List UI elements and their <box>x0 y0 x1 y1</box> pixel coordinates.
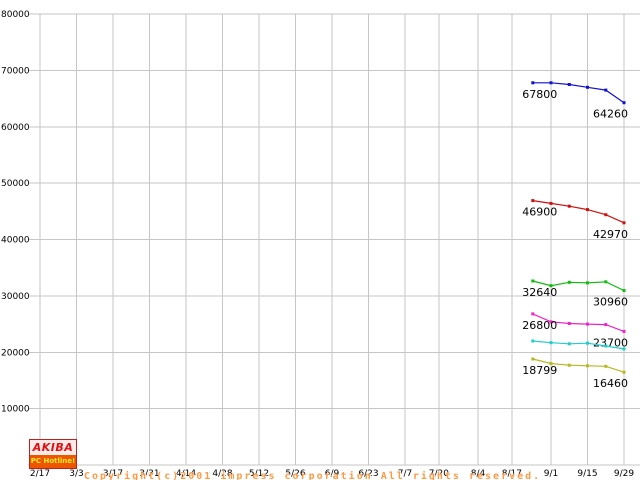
x-axis-tick-label: 4/14 <box>176 469 196 479</box>
price-line-cyan-point <box>586 341 589 345</box>
x-axis-tick-label: 9/15 <box>577 469 597 479</box>
price-line-magenta-point <box>549 320 553 324</box>
y-axis-tick-label: 50000 <box>1 179 30 189</box>
price-line-green-point <box>586 281 589 285</box>
footer: AKIBA PC Hotline! Copyright(c)2001 impre… <box>29 439 541 480</box>
price-line-olive-end-value-label: 16460 <box>593 377 628 390</box>
price-line-red <box>532 200 625 224</box>
price-line-magenta-point <box>586 322 589 326</box>
price-line-green <box>532 280 625 292</box>
x-axis-tick-label: 7/20 <box>429 469 449 479</box>
price-line-green-point <box>531 279 535 283</box>
price-line-magenta-end-value-label: 23700 <box>593 336 628 349</box>
price-line-red-point <box>586 208 589 212</box>
price-line-red-start-value-label: 46900 <box>522 206 557 219</box>
price-line-cyan-point <box>531 339 535 343</box>
price-line-blue-point <box>586 85 589 89</box>
y-axis-tick-label: 70000 <box>1 66 30 76</box>
price-line-blue-point <box>604 88 608 92</box>
credits: Copyright(c)2001 impress corporation All… <box>84 439 541 480</box>
price-line-red-point <box>567 204 571 208</box>
akiba-logo: AKIBA PC Hotline! <box>29 439 77 469</box>
price-line-cyan <box>532 340 625 350</box>
price-line-green-point <box>549 284 553 288</box>
y-axis-tick-label: 20000 <box>1 348 30 358</box>
x-axis-tick-label: 6/9 <box>325 469 340 479</box>
price-line-magenta <box>532 313 625 332</box>
price-line-cyan-point <box>604 344 608 348</box>
price-line-green-start-value-label: 32640 <box>522 286 557 299</box>
price-line-magenta-point <box>604 323 608 327</box>
price-line-olive-point <box>622 370 626 374</box>
x-axis-tick-label: 6/23 <box>358 469 378 479</box>
price-line-olive-point <box>549 362 553 365</box>
x-axis-tick-label: 4/28 <box>212 469 232 479</box>
price-line-red-point <box>549 201 553 205</box>
price-line-blue <box>532 82 625 104</box>
price-line-blue-point <box>549 81 553 85</box>
copyright-text: Copyright(c)2001 impress corporation All… <box>84 471 542 480</box>
price-line-olive-point <box>604 364 608 368</box>
price-line-green-end-value-label: 30960 <box>593 296 628 309</box>
price-line-green-point <box>604 280 608 284</box>
price-line-blue-end-value-label: 64260 <box>593 108 628 121</box>
x-axis-tick-label: 8/4 <box>471 469 486 479</box>
y-axis-tick-label: 80000 <box>1 10 30 20</box>
price-line-cyan-point <box>567 342 571 346</box>
x-axis-tick-label: 5/12 <box>249 469 269 479</box>
price-line-olive-point <box>567 363 571 367</box>
x-axis-tick-label: 2/17 <box>30 469 50 479</box>
akiba-logo-subtitle: PC Hotline! <box>30 455 76 468</box>
price-line-green-point <box>567 280 571 284</box>
price-line-cyan-point <box>549 341 553 345</box>
price-line-olive-point <box>531 357 535 361</box>
y-axis-tick-label: 40000 <box>1 236 30 246</box>
x-axis-tick-label: 3/31 <box>139 469 159 479</box>
akiba-logo-title: AKIBA <box>32 441 74 454</box>
price-line-red-end-value-label: 42970 <box>593 228 628 241</box>
price-line-magenta-point <box>567 322 571 325</box>
price-line-red-point <box>622 221 626 225</box>
x-axis-tick-label: 9/1 <box>544 469 558 479</box>
price-line-blue-point <box>567 83 571 86</box>
x-axis-tick-label: 8/17 <box>502 469 522 479</box>
y-axis-tick-label: 10000 <box>1 405 30 415</box>
x-axis-tick-label: 3/17 <box>103 469 123 479</box>
y-axis-tick-label: 60000 <box>1 123 30 133</box>
price-line-blue-point <box>531 81 535 85</box>
x-axis-tick-label: 3/3 <box>69 469 83 479</box>
price-line-olive-start-value-label: 18799 <box>522 364 557 377</box>
price-line-magenta-start-value-label: 26800 <box>522 319 557 332</box>
price-line-olive-point <box>586 364 589 368</box>
x-axis-tick-label: 7/7 <box>398 469 412 479</box>
price-line-red-point <box>604 213 608 217</box>
price-line-magenta-point <box>622 329 626 333</box>
x-axis-tick-label: 5/26 <box>285 469 305 479</box>
price-line-green-point <box>622 289 626 292</box>
price-line-blue-point <box>622 101 626 105</box>
x-axis-tick-label: 9/29 <box>614 469 634 479</box>
price-line-red-point <box>531 199 535 203</box>
price-line-magenta-point <box>531 312 535 316</box>
price-line-cyan-point <box>622 347 626 351</box>
price-line-olive <box>532 358 625 373</box>
y-axis-tick-label: 30000 <box>1 292 30 302</box>
price-line-blue-start-value-label: 67800 <box>522 88 557 101</box>
